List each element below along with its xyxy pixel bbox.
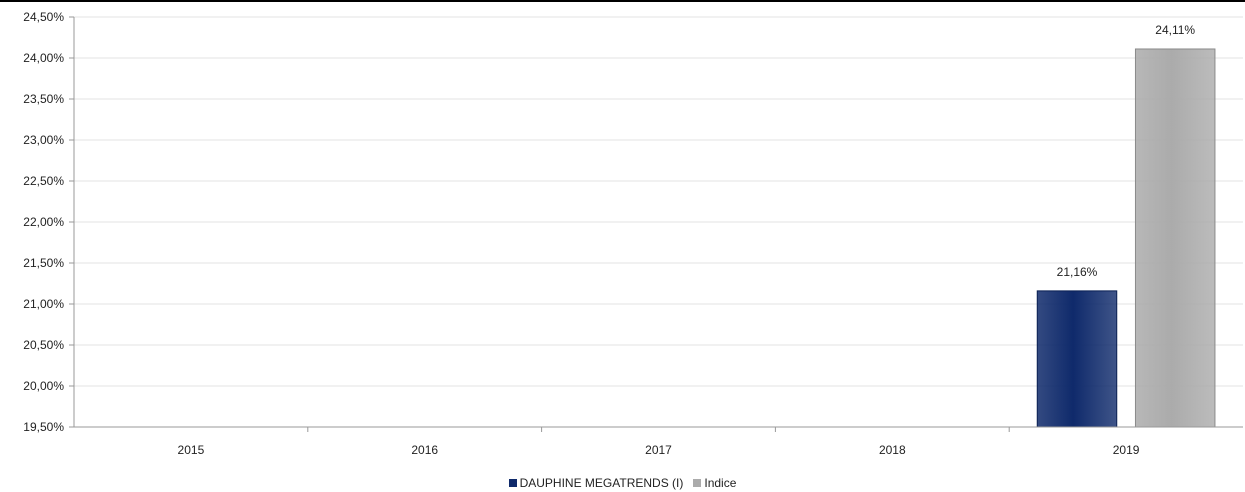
x-tick-label: 2015 <box>178 443 205 457</box>
data-label: 24,11% <box>1155 23 1195 37</box>
legend-label-series-2: Indice <box>704 476 737 490</box>
y-tick-label: 22,50% <box>23 174 64 188</box>
legend-swatch-series-2 <box>693 479 702 487</box>
y-tick-label: 20,00% <box>23 379 64 393</box>
y-tick-label: 24,00% <box>23 51 64 65</box>
y-tick-label: 23,00% <box>23 133 64 147</box>
y-tick-label: 23,50% <box>23 92 64 106</box>
y-tick-label: 21,00% <box>23 297 64 311</box>
x-tick-label: 2019 <box>1113 443 1140 457</box>
x-tick-label: 2018 <box>879 443 906 457</box>
data-label: 21,16% <box>1057 265 1098 279</box>
legend-item-series-1: DAUPHINE MEGATRENDS (I) <box>508 476 684 490</box>
legend-label-series-1: DAUPHINE MEGATRENDS (I) <box>519 476 684 490</box>
legend: DAUPHINE MEGATRENDS (I) Indice <box>0 476 1245 490</box>
chart-svg: 19,50% 20,00% 20,50% 21,00% 21,50% 22,00% 22,5… <box>23 10 1243 457</box>
y-tick-label: 22,00% <box>23 215 64 229</box>
x-tick-label: 2017 <box>645 443 672 457</box>
y-tick-label: 21,50% <box>23 256 64 270</box>
legend-item-series-2: Indice <box>693 476 736 490</box>
x-tick-label: 2016 <box>411 443 438 457</box>
bar-series-1 <box>1036 290 1118 428</box>
y-tick-label: 19,50% <box>23 420 64 434</box>
bar-series-2 <box>1134 48 1216 428</box>
legend-swatch-series-1 <box>508 479 517 487</box>
y-tick-label: 20,50% <box>23 338 64 352</box>
y-tick-label: 24,50% <box>23 10 64 24</box>
top-border <box>0 0 1245 2</box>
